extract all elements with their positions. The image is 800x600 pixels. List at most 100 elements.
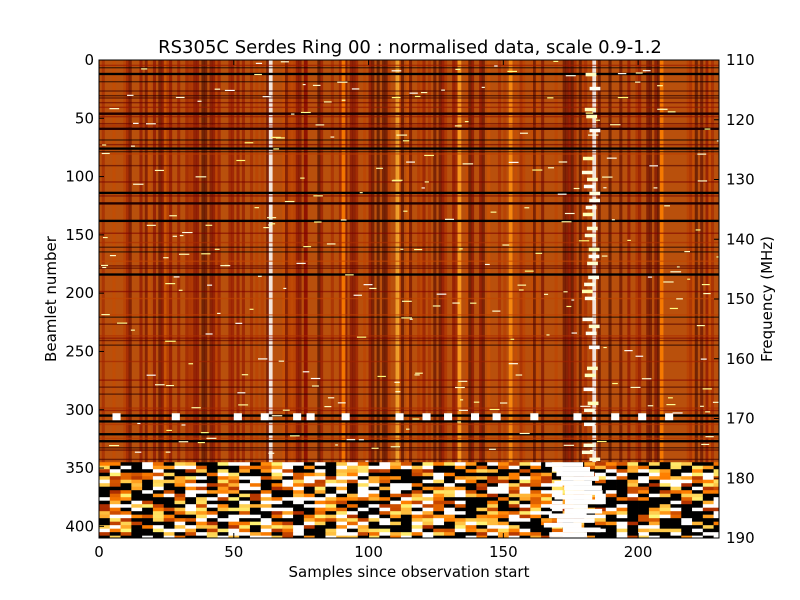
band-cell (196, 535, 208, 538)
band-cell (271, 479, 283, 484)
band-cell (487, 469, 499, 474)
band-cell (627, 525, 639, 529)
band-cell (541, 483, 553, 488)
band-cell (174, 514, 186, 519)
band-cell (411, 497, 423, 501)
band-cell (702, 472, 714, 477)
band-cell (336, 500, 348, 505)
band-cell (551, 507, 563, 512)
band-cell (476, 486, 488, 491)
band-cell (282, 497, 294, 501)
band-cell (336, 518, 348, 522)
band-cell (314, 486, 326, 491)
bright-mark (573, 187, 580, 190)
bright-mark (390, 446, 401, 448)
band-cell (670, 521, 682, 526)
band-cell (519, 532, 531, 536)
band-cell (476, 500, 488, 505)
band-cell (551, 500, 563, 505)
band-cell (314, 493, 326, 498)
band-cell (206, 532, 218, 536)
band-cell (282, 462, 294, 467)
band-cell (659, 462, 671, 467)
band-cell (605, 479, 617, 484)
bright-mark (702, 388, 712, 390)
band-cell (670, 479, 682, 484)
band-cell (249, 525, 262, 529)
bright-mark (291, 113, 295, 115)
band-cell (293, 483, 305, 488)
bright-mark (687, 278, 691, 280)
saturated-blob (552, 466, 591, 472)
bright-mark (601, 255, 608, 257)
band-cell (465, 462, 477, 467)
band-cell (670, 525, 682, 529)
bright-mark (635, 355, 644, 357)
band-cell (659, 525, 671, 529)
band-cell (541, 472, 553, 477)
band-cell (185, 479, 197, 484)
row-stripe (99, 260, 719, 262)
band-cell (454, 497, 466, 501)
band-cell (627, 490, 639, 494)
band-cell (444, 476, 456, 481)
band-cell (476, 507, 488, 512)
band-cell (325, 479, 337, 484)
band-cell (357, 507, 369, 512)
band-cell (217, 500, 229, 505)
bright-mark (275, 137, 285, 139)
bright-mark (611, 219, 615, 221)
band-cell (692, 518, 704, 522)
band-cell (109, 486, 121, 491)
band-cell (508, 465, 520, 470)
band-cell (530, 497, 542, 501)
band-cell (681, 493, 693, 498)
band-cell (433, 479, 445, 484)
row-stripe (99, 297, 719, 300)
band-cell (196, 514, 208, 519)
band-cell (142, 525, 154, 529)
band-cell (336, 476, 348, 481)
band-cell (487, 462, 499, 467)
band-cell (433, 462, 445, 467)
bright-mark (132, 122, 139, 124)
band-cell (659, 476, 671, 481)
band-cell (325, 532, 337, 536)
band-cell (605, 465, 617, 470)
bright-mark (471, 413, 480, 421)
bright-mark (145, 123, 156, 125)
band-cell (454, 462, 466, 467)
band-cell (497, 511, 510, 515)
band-cell (314, 511, 326, 515)
band-cell (293, 500, 305, 505)
band-cell (336, 462, 348, 467)
band-cell (293, 465, 305, 470)
band-cell (368, 476, 380, 481)
bright-mark (155, 384, 165, 386)
bright-mark (672, 412, 683, 414)
band-cell (400, 486, 412, 491)
band-cell (206, 535, 218, 538)
band-cell (206, 472, 218, 477)
band-cell (260, 483, 272, 488)
band-cell (174, 469, 186, 474)
band-cell (465, 483, 477, 488)
band-cell (400, 511, 412, 515)
band-cell (131, 518, 143, 522)
band-cell (659, 518, 671, 522)
band-cell (411, 483, 423, 488)
bright-mark (458, 409, 468, 411)
band-cell (595, 532, 607, 536)
bright-mark (635, 72, 643, 74)
band-cell (152, 472, 164, 477)
band-cell (444, 465, 456, 470)
band-cell (422, 507, 434, 512)
band-cell (659, 511, 671, 515)
band-cell (595, 472, 607, 477)
band-cell (303, 507, 315, 512)
band-cell (681, 528, 693, 533)
band-cell (411, 465, 423, 470)
bright-mark (565, 75, 576, 77)
band-cell (379, 528, 391, 533)
band-cell (142, 479, 154, 484)
